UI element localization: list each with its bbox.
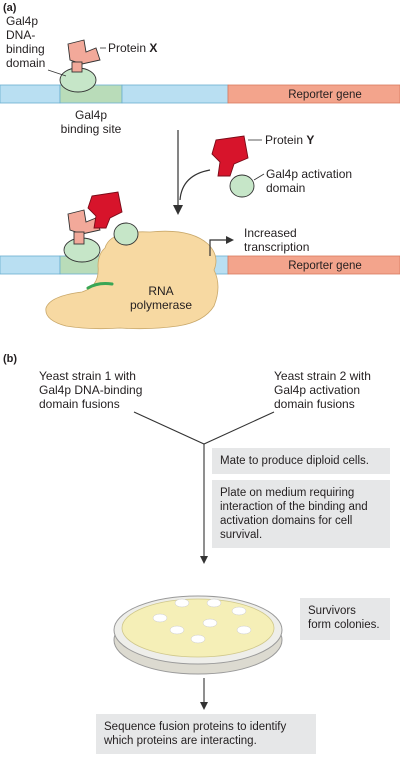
label-line: Yeast strain 1 with <box>39 369 136 383</box>
colony <box>190 634 206 644</box>
survivors-box: Survivors form colonies. <box>300 598 390 640</box>
activation-domain-leader <box>253 173 265 181</box>
step-mate-box: Mate to produce diploid cells. <box>212 448 390 474</box>
label-line: activation domains for cell <box>220 515 353 527</box>
rna-polymerase <box>45 230 219 330</box>
panel-a-label: (a) <box>3 2 17 14</box>
label-line: Gal4p DNA-binding <box>39 383 143 397</box>
step-plate-box: Plate on medium requiring interaction of… <box>212 480 390 548</box>
label-line: Survivors <box>308 605 356 617</box>
curved-arrow-head <box>173 205 183 215</box>
label-line: domain <box>266 181 306 195</box>
colony <box>236 625 252 635</box>
label-line: which proteins are interacting. <box>104 735 257 747</box>
label-line: Gal4p activation <box>266 167 353 181</box>
panel-b-label: (b) <box>3 353 18 365</box>
protein-x-top <box>67 39 101 73</box>
protein-x-label: Protein X <box>108 41 157 55</box>
label-line: Increased <box>244 226 297 240</box>
label-line: form colonies. <box>308 619 380 631</box>
sequence-box: Sequence fusion proteins to identify whi… <box>96 714 316 754</box>
protein-x-bottom <box>67 209 101 245</box>
protein-y-label: Protein Y <box>265 133 314 147</box>
gal4p-binding-site-label: Gal4p binding site <box>46 108 136 136</box>
label-line: Gal4p activation <box>274 383 361 397</box>
gal4p-activation-domain-label: Gal4p activation domain <box>266 167 352 195</box>
colony <box>169 625 185 635</box>
petri-dish <box>113 595 283 675</box>
colony <box>152 613 168 623</box>
protein-y-bound <box>87 191 123 229</box>
label-line: Sequence fusion proteins to identify <box>104 721 287 733</box>
mating-y-lines <box>133 411 275 445</box>
bottom-dna-left <box>0 255 61 275</box>
yeast-strain-1-label: Yeast strain 1 with Gal4p DNA-binding do… <box>39 369 142 411</box>
curved-arrow-join <box>179 169 211 201</box>
yeast-strain-2-label: Yeast strain 2 with Gal4p activation dom… <box>274 369 371 411</box>
label-line: binding site <box>60 122 122 136</box>
protein-y-letter: Y <box>306 133 315 147</box>
top-dna-middle <box>121 84 229 104</box>
colony <box>231 606 247 616</box>
label-line: Yeast strain 2 with <box>274 369 371 383</box>
protein-x-prefix: Protein <box>108 41 150 55</box>
mating-arrow-head <box>200 556 208 564</box>
gal4p-dna-binding-domain-label: Gal4p DNA- binding domain <box>6 14 45 70</box>
label-line: domain fusions <box>274 397 355 411</box>
label-line: Gal4p <box>6 14 39 28</box>
protein-x-letter: X <box>149 41 158 55</box>
label-line: interaction of the binding and <box>220 501 368 513</box>
colony <box>174 598 190 608</box>
label-line: domain fusions <box>39 397 120 411</box>
transcription-arrow-head <box>226 236 234 244</box>
colonies <box>152 598 252 644</box>
label-line: Plate on medium requiring <box>220 487 355 499</box>
binding-domain-leader <box>47 69 67 77</box>
activation-domain-bound <box>113 222 139 246</box>
rna-polymerase-label: RNA polymerase <box>116 284 206 312</box>
reporter-gene-bottom-label: Reporter gene <box>288 260 362 272</box>
top-reporter-gene <box>227 84 400 104</box>
protein-y-incoming <box>211 135 249 177</box>
protein-y-prefix: Protein <box>265 133 307 147</box>
label-line: RNA <box>148 284 174 298</box>
top-dna-left <box>0 84 61 104</box>
colony <box>202 618 218 628</box>
label-line: domain <box>6 56 46 70</box>
activation-domain-incoming <box>229 174 255 198</box>
label-line: transcription <box>244 240 310 254</box>
label-line: Gal4p <box>74 108 108 122</box>
increased-transcription-label: Increased transcription <box>244 226 309 254</box>
rna-transcript <box>86 282 114 290</box>
label-line: binding <box>6 42 45 56</box>
label-line: survival. <box>220 529 263 541</box>
label-line: polymerase <box>129 298 193 312</box>
reporter-gene-top-label: Reporter gene <box>288 89 362 101</box>
colony <box>206 598 222 608</box>
dish-arrow-head <box>200 702 208 710</box>
bottom-reporter-gene <box>227 255 400 275</box>
label-line: DNA- <box>6 28 36 42</box>
transcription-arrow-line <box>209 239 226 256</box>
